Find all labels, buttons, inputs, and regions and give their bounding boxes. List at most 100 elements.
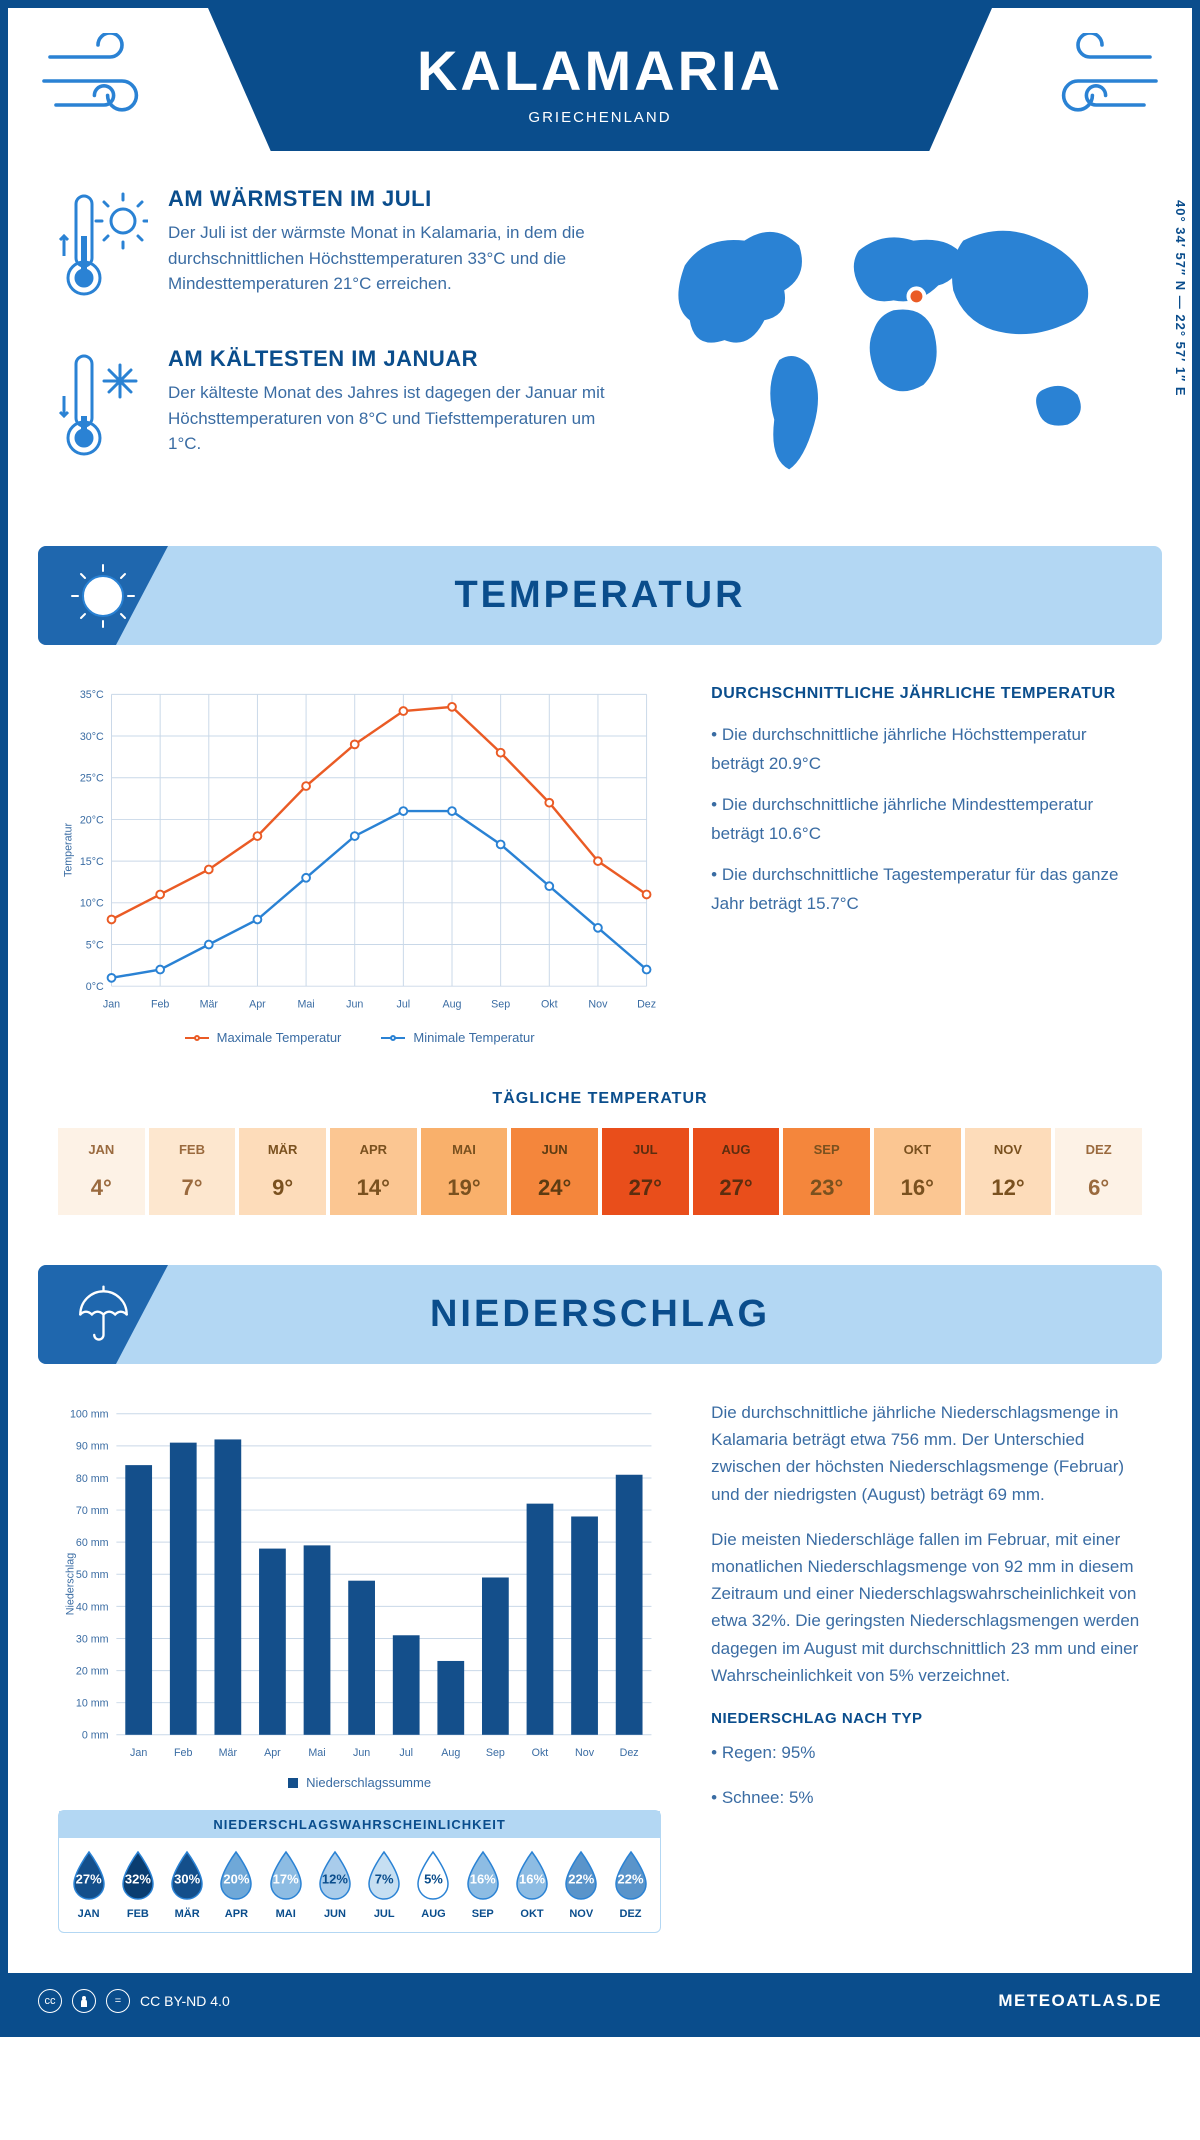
- svg-text:Mär: Mär: [219, 1747, 238, 1759]
- footer: cc = CC BY-ND 4.0 METEOATLAS.DE: [8, 1973, 1192, 2029]
- svg-text:Mai: Mai: [308, 1747, 325, 1759]
- svg-text:Apr: Apr: [264, 1747, 281, 1759]
- coldest-text: Der kälteste Monat des Jahres ist dagege…: [168, 380, 605, 457]
- prob-cell: 27% JAN: [65, 1850, 112, 1920]
- svg-text:60 mm: 60 mm: [76, 1537, 109, 1549]
- precipitation-summary: Die durchschnittliche jährliche Niedersc…: [711, 1399, 1142, 1933]
- precip-type-heading: NIEDERSCHLAG NACH TYP: [711, 1707, 1142, 1731]
- temperature-heading: TEMPERATUR: [58, 574, 1142, 617]
- svg-text:Jun: Jun: [346, 999, 363, 1011]
- daily-temp-title: TÄGLICHE TEMPERATUR: [8, 1090, 1192, 1108]
- svg-text:Dez: Dez: [620, 1747, 639, 1759]
- license-label: CC BY-ND 4.0: [140, 1993, 230, 2009]
- daily-temp-table: JAN4°FEB7°MÄR9°APR14°MAI19°JUN24°JUL27°A…: [8, 1128, 1192, 1265]
- prob-cell: 22% NOV: [558, 1850, 605, 1920]
- daily-temp-cell: DEZ6°: [1055, 1128, 1142, 1215]
- raindrop-icon: 20%: [215, 1850, 257, 1902]
- svg-text:0°C: 0°C: [86, 981, 104, 993]
- prob-cell: 20% APR: [213, 1850, 260, 1920]
- svg-text:15°C: 15°C: [80, 856, 104, 868]
- daily-temp-cell: SEP23°: [783, 1128, 870, 1215]
- daily-temp-cell: AUG27°: [693, 1128, 780, 1215]
- temp-summary-heading: DURCHSCHNITTLICHE JÄHRLICHE TEMPERATUR: [711, 680, 1142, 707]
- header-banner: KALAMARIA GRIECHENLAND: [208, 8, 992, 151]
- svg-text:Feb: Feb: [174, 1747, 192, 1759]
- svg-text:30°C: 30°C: [80, 731, 104, 743]
- temp-summary-p3: • Die durchschnittliche Tagestemperatur …: [711, 861, 1142, 919]
- raindrop-icon: 27%: [68, 1850, 110, 1902]
- prob-cell: 32% FEB: [114, 1850, 161, 1920]
- svg-text:35°C: 35°C: [80, 689, 104, 701]
- nd-icon: =: [106, 1989, 130, 2013]
- svg-text:20°C: 20°C: [80, 814, 104, 826]
- raindrop-icon: 22%: [560, 1850, 602, 1902]
- info-left-column: AM WÄRMSTEN IM JULI Der Juli ist der wär…: [58, 186, 605, 506]
- raindrop-icon: 30%: [166, 1850, 208, 1902]
- svg-text:100 mm: 100 mm: [70, 1409, 109, 1421]
- temperature-summary: DURCHSCHNITTLICHE JÄHRLICHE TEMPERATUR •…: [711, 680, 1142, 1045]
- prob-cell: 7% JUL: [361, 1850, 408, 1920]
- precipitation-bar-chart: 0 mm10 mm20 mm30 mm40 mm50 mm60 mm70 mm8…: [58, 1399, 661, 1769]
- precipitation-section: 0 mm10 mm20 mm30 mm40 mm50 mm60 mm70 mm8…: [8, 1399, 1192, 1973]
- temperature-banner: TEMPERATUR: [38, 546, 1162, 645]
- temp-summary-p2: • Die durchschnittliche jährliche Mindes…: [711, 791, 1142, 849]
- warmest-block: AM WÄRMSTEN IM JULI Der Juli ist der wär…: [58, 186, 605, 311]
- svg-text:Nov: Nov: [575, 1747, 595, 1759]
- raindrop-icon: 22%: [610, 1850, 652, 1902]
- temperature-line-chart: 0°C5°C10°C15°C20°C25°C30°C35°CJanFebMärA…: [58, 680, 661, 1045]
- precip-legend-label: Niederschlagssumme: [306, 1775, 431, 1790]
- prob-cell: 16% SEP: [459, 1850, 506, 1920]
- daily-temp-cell: NOV12°: [965, 1128, 1052, 1215]
- svg-text:Jul: Jul: [397, 999, 411, 1011]
- precip-p2: Die meisten Niederschläge fallen im Febr…: [711, 1526, 1142, 1689]
- svg-text:Mai: Mai: [297, 999, 314, 1011]
- svg-text:40 mm: 40 mm: [76, 1601, 109, 1613]
- world-map: [645, 186, 1142, 489]
- daily-temp-cell: APR14°: [330, 1128, 417, 1215]
- svg-text:Sep: Sep: [486, 1747, 505, 1759]
- wind-icon: [38, 33, 158, 129]
- precip-p1: Die durchschnittliche jährliche Niedersc…: [711, 1399, 1142, 1508]
- raindrop-icon: 7%: [363, 1850, 405, 1902]
- prob-cell: 17% MAI: [262, 1850, 309, 1920]
- footer-license: cc = CC BY-ND 4.0: [38, 1989, 230, 2013]
- prob-title: NIEDERSCHLAGSWAHRSCHEINLICHKEIT: [59, 1811, 660, 1838]
- prob-cell: 12% JUN: [311, 1850, 358, 1920]
- daily-temp-cell: JUL27°: [602, 1128, 689, 1215]
- raindrop-icon: 32%: [117, 1850, 159, 1902]
- svg-text:Jan: Jan: [103, 999, 120, 1011]
- svg-text:Niederschlag: Niederschlag: [65, 1553, 77, 1615]
- svg-text:5°C: 5°C: [86, 939, 104, 951]
- svg-text:Aug: Aug: [441, 1747, 460, 1759]
- svg-text:90 mm: 90 mm: [76, 1441, 109, 1453]
- prob-cell: 22% DEZ: [607, 1850, 654, 1920]
- svg-text:Jul: Jul: [399, 1747, 413, 1759]
- warmest-title: AM WÄRMSTEN IM JULI: [168, 186, 605, 212]
- daily-temp-cell: JUN24°: [511, 1128, 598, 1215]
- precip-type1: • Regen: 95%: [711, 1739, 1142, 1766]
- precipitation-legend: Niederschlagssumme: [58, 1775, 661, 1790]
- coldest-title: AM KÄLTESTEN IM JANUAR: [168, 346, 605, 372]
- coldest-block: AM KÄLTESTEN IM JANUAR Der kälteste Mona…: [58, 346, 605, 471]
- cc-icon: cc: [38, 1989, 62, 2013]
- svg-text:0 mm: 0 mm: [82, 1730, 109, 1742]
- temp-summary-p1: • Die durchschnittliche jährliche Höchst…: [711, 721, 1142, 779]
- location-country: GRIECHENLAND: [228, 109, 972, 126]
- svg-text:30 mm: 30 mm: [76, 1633, 109, 1645]
- warmest-text: Der Juli ist der wärmste Monat in Kalama…: [168, 220, 605, 297]
- svg-text:10 mm: 10 mm: [76, 1698, 109, 1710]
- precipitation-probability-box: NIEDERSCHLAGSWAHRSCHEINLICHKEIT 27% JAN …: [58, 1810, 661, 1933]
- svg-text:80 mm: 80 mm: [76, 1473, 109, 1485]
- raindrop-icon: 5%: [412, 1850, 454, 1902]
- daily-temp-cell: FEB7°: [149, 1128, 236, 1215]
- svg-text:70 mm: 70 mm: [76, 1505, 109, 1517]
- prob-cell: 30% MÄR: [164, 1850, 211, 1920]
- svg-text:Nov: Nov: [588, 999, 608, 1011]
- daily-temp-cell: MAI19°: [421, 1128, 508, 1215]
- svg-text:Aug: Aug: [442, 999, 461, 1011]
- prob-cell: 5% AUG: [410, 1850, 457, 1920]
- wind-icon: [1042, 33, 1162, 129]
- svg-text:10°C: 10°C: [80, 898, 104, 910]
- svg-text:Sep: Sep: [491, 999, 510, 1011]
- legend-min-label: Minimale Temperatur: [413, 1030, 534, 1045]
